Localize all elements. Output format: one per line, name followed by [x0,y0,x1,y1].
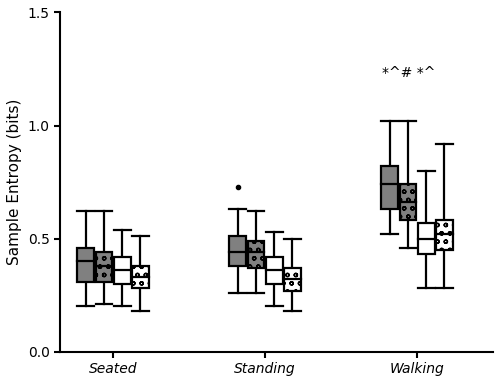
Bar [266,257,282,284]
Bar [400,184,416,221]
Bar [78,248,94,282]
Bar [382,166,398,209]
Text: *^# *^: *^# *^ [382,66,436,80]
Bar [132,266,149,288]
Bar [284,268,301,291]
Y-axis label: Sample Entropy (bits): Sample Entropy (bits) [7,99,22,265]
Bar [96,252,112,282]
Bar [230,236,246,266]
Bar [114,257,130,284]
Bar [418,223,434,254]
Bar [248,241,264,268]
Bar [436,221,453,250]
